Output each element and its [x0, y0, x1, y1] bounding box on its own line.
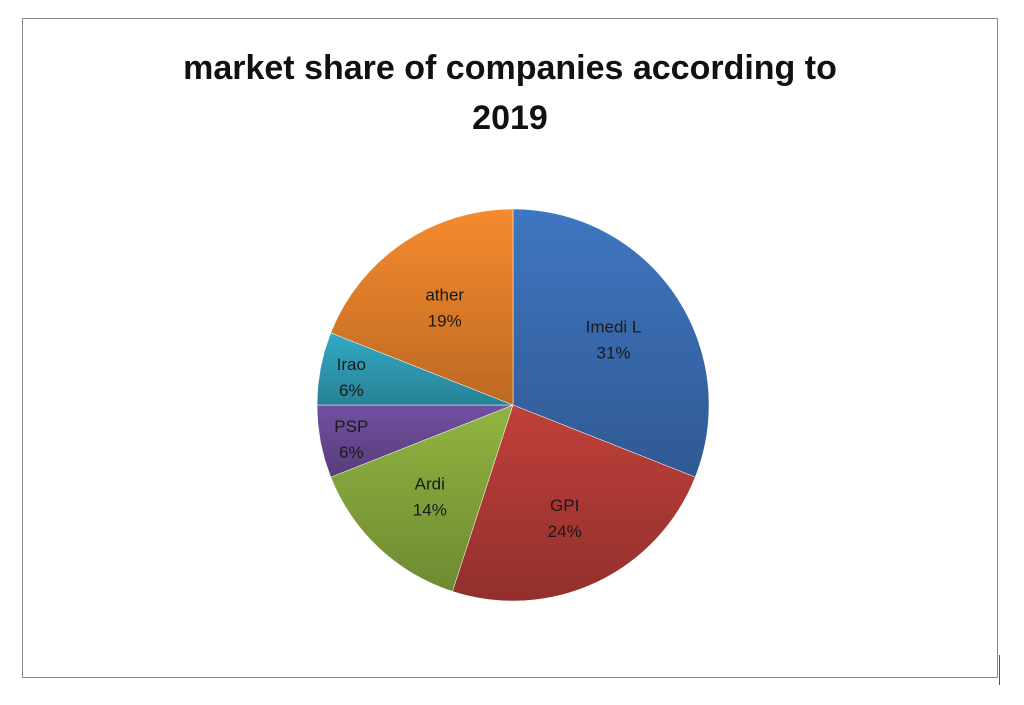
pie-slice-ather [330, 208, 514, 406]
pie-labels: Imedi L 31% GPI 24% Ardi 14% PSP 6% Irao 6% ather 1… [334, 286, 641, 542]
slice-percent-ather: 19% [428, 312, 462, 331]
pie-chart: Imedi L 31% GPI 24% Ardi 14% PSP 6% Irao 6% ather 1… [316, 208, 710, 602]
chart-title-line-2: 2019 [472, 99, 548, 137]
slice-label-ardi: Ardi [415, 475, 445, 494]
slice-percent-gpi: 24% [548, 522, 582, 541]
slice-label-psp: PSP [334, 417, 368, 436]
slice-label-irao: Irao [337, 355, 366, 374]
pie-slice-imedi-l [512, 208, 710, 478]
slice-percent-psp: 6% [339, 443, 364, 462]
pie-slice-ardi [330, 404, 514, 592]
slice-label-imedi-l: Imedi L [586, 318, 642, 337]
pie-slice-gpi [452, 404, 696, 602]
chart-frame: market share of companies according to 2… [22, 18, 998, 678]
page-edge-mark [999, 655, 1000, 685]
slice-percent-irao: 6% [339, 381, 364, 400]
pie-slices [316, 208, 710, 602]
chart-title: market share of companies according to 2… [23, 43, 997, 143]
slice-percent-ardi: 14% [413, 501, 447, 520]
slice-label-ather: ather [425, 286, 464, 305]
chart-title-line-1: market share of companies according to [183, 49, 837, 87]
slice-percent-imedi-l: 31% [596, 344, 630, 363]
slice-label-gpi: GPI [550, 496, 579, 515]
